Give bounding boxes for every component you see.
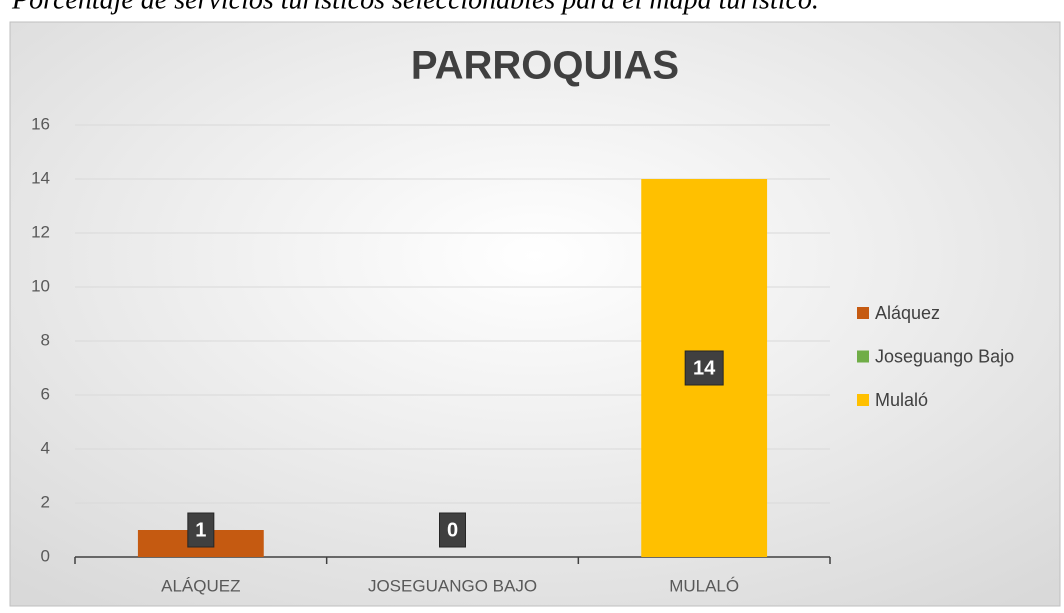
y-tick-label: 14 [31, 168, 50, 187]
y-tick-label: 6 [41, 384, 50, 403]
legend-swatch [857, 350, 869, 363]
chart-title: PARROQUIAS [411, 44, 679, 88]
x-tick-label: MULALÓ [669, 576, 739, 595]
data-label-box [439, 512, 466, 548]
legend-label: Joseguango Bajo [875, 346, 1014, 366]
caption: Porcentaje de servicios turísticos selec… [11, 0, 819, 15]
data-label: 1 [195, 519, 206, 541]
y-tick-label: 16 [31, 114, 50, 133]
legend-swatch [857, 394, 869, 406]
chart-area [9, 21, 1061, 607]
data-label: 0 [447, 519, 458, 541]
data-label: 14 [693, 357, 716, 379]
legend-label: Mulaló [875, 390, 928, 410]
y-tick-label: 4 [41, 438, 50, 457]
data-label-box [187, 512, 215, 548]
y-tick-label: 12 [31, 222, 50, 241]
y-tick-label: 10 [31, 276, 50, 295]
legend-label: Aláquez [875, 303, 940, 323]
x-tick-label: ALÁQUEZ [161, 576, 240, 595]
x-tick-label: JOSEGUANGO BAJO [368, 576, 537, 595]
y-tick-label: 8 [41, 330, 50, 349]
y-tick-label: 2 [41, 492, 50, 511]
data-label-box [684, 350, 724, 386]
legend-swatch [857, 307, 869, 319]
y-tick-label: 0 [41, 546, 50, 565]
